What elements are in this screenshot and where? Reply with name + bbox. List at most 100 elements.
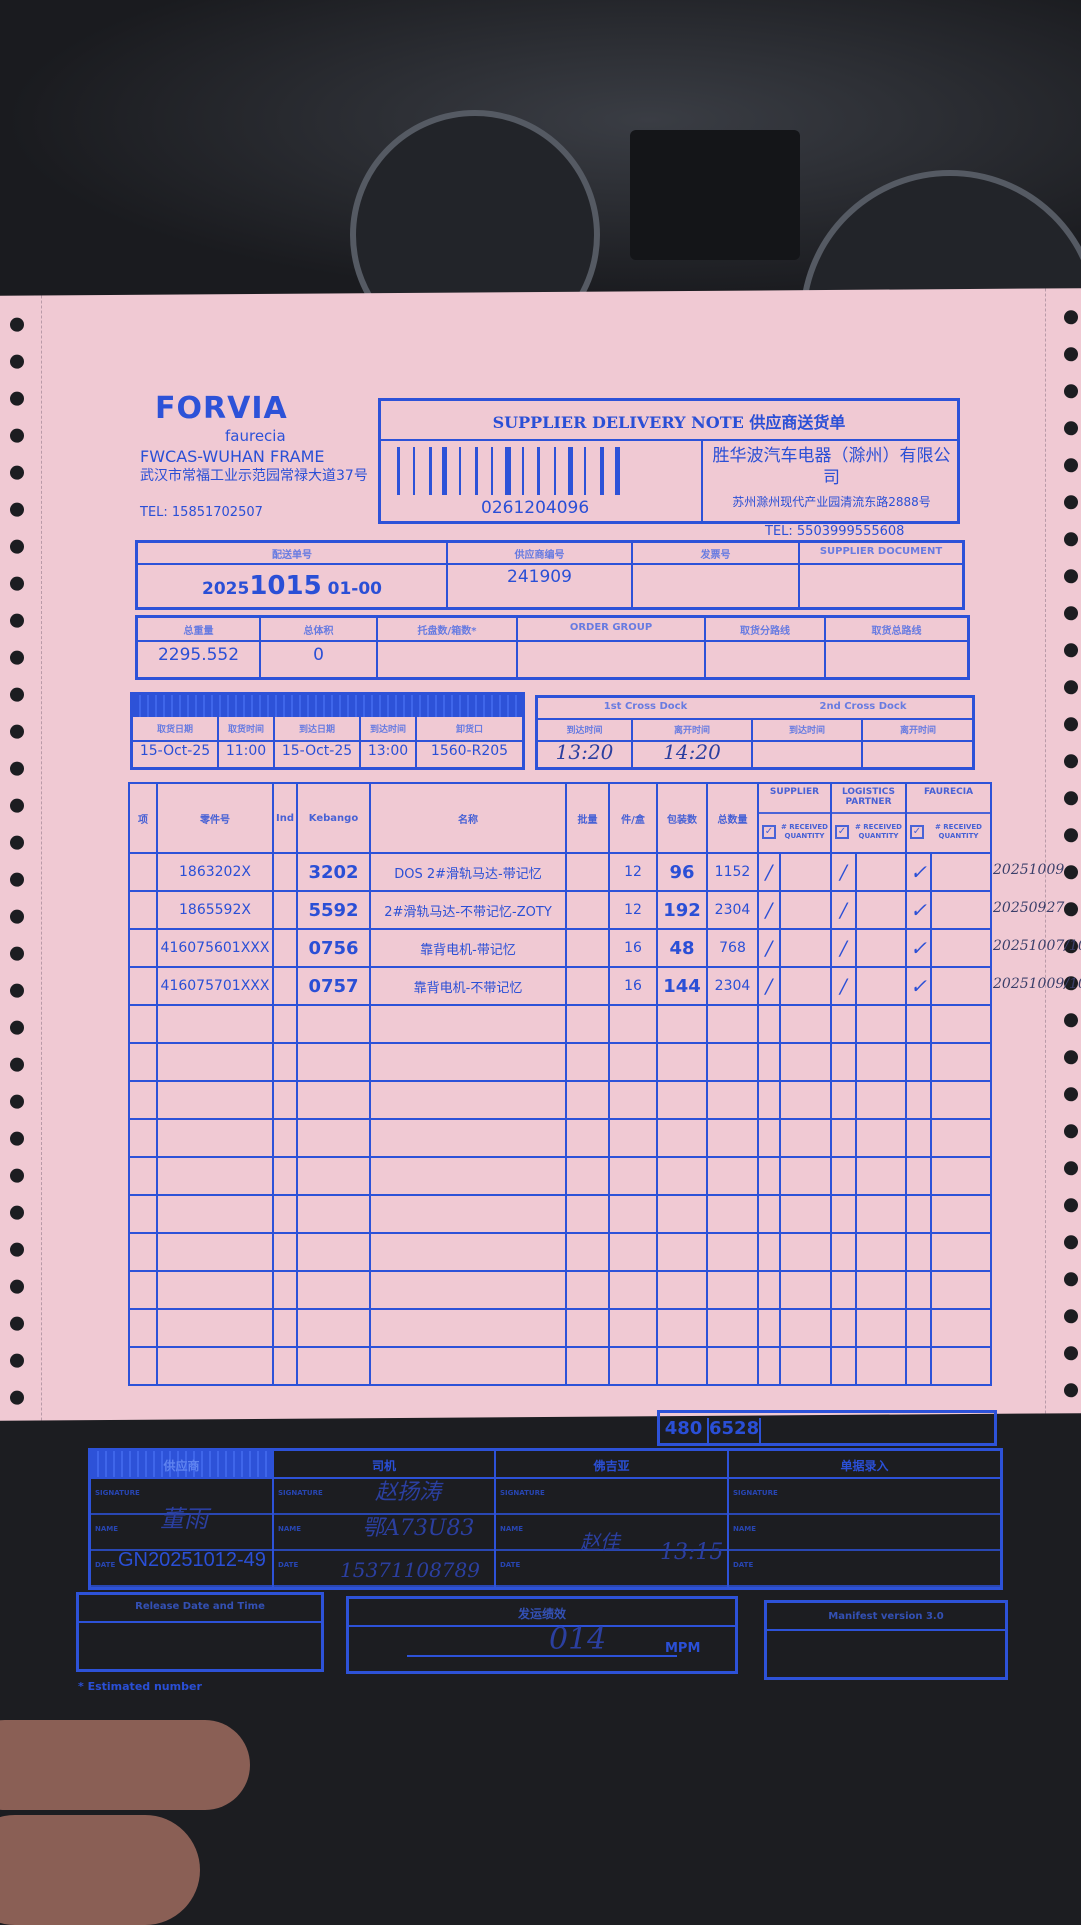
empty-cell	[706, 1042, 759, 1082]
driver-phone-handwritten: 15371108789	[340, 1558, 480, 1582]
site-address: 武汉市常福工业示范园常禄大道37号	[140, 468, 368, 484]
empty-table-row	[128, 1232, 992, 1272]
manifest-box: Manifest version 3.0	[764, 1600, 1008, 1680]
received-quantity-cell[interactable]	[855, 890, 907, 930]
received-quantity-cell[interactable]	[855, 966, 907, 1006]
barcode-bar	[584, 447, 586, 495]
cell-name: 2#滑轨马达-不带记忆-ZOTY	[369, 890, 567, 930]
perforation-hole	[10, 1020, 24, 1035]
forvia-logo: FORVIA	[155, 391, 288, 426]
signature-section: 佛吉亚 SIGNATURE NAME DATE	[496, 1451, 729, 1587]
perforation-hole	[10, 724, 24, 739]
perforation-hole	[1064, 1013, 1078, 1028]
perforation-hole	[10, 1131, 24, 1146]
empty-cell	[779, 1080, 832, 1120]
check-mark-cell[interactable]: /	[757, 928, 781, 968]
empty-cell	[706, 1346, 759, 1386]
barcode-bar	[475, 447, 478, 495]
empty-cell	[156, 1270, 274, 1310]
check-mark-cell[interactable]: /	[757, 966, 781, 1006]
delivery-number-label: 配送单号	[272, 550, 312, 561]
empty-cell	[830, 1194, 857, 1234]
signature-field-label: NAME	[729, 1515, 1000, 1551]
perforation-hole	[10, 1279, 24, 1294]
empty-cell	[369, 1118, 567, 1158]
perforation-hole	[1064, 828, 1078, 843]
received-quantity-cell[interactable]	[855, 852, 907, 892]
empty-cell	[565, 1156, 610, 1196]
empty-cell	[930, 1156, 992, 1196]
empty-cell	[156, 1232, 274, 1272]
cross-dock-time-handwritten: 14:20	[663, 740, 721, 764]
empty-cell	[369, 1080, 567, 1120]
perforation-hole	[10, 391, 24, 406]
signature-section: 单据录入 SIGNATURE NAME DATE	[729, 1451, 1000, 1587]
perforation-hole	[10, 1390, 24, 1405]
check-mark-cell[interactable]: ✓	[905, 966, 932, 1006]
empty-cell	[656, 1194, 708, 1234]
perforation-hole	[10, 1094, 24, 1109]
check-mark-cell[interactable]: /	[757, 890, 781, 930]
empty-cell	[779, 1042, 832, 1082]
barcode-bar	[522, 447, 524, 495]
empty-cell	[272, 1308, 298, 1348]
cell-perbox: 12	[608, 890, 658, 930]
empty-cell	[369, 1308, 567, 1348]
checkbox-icon[interactable]: ✓	[910, 825, 924, 839]
received-quantity-cell[interactable]	[930, 928, 992, 968]
supplier-code-value: 241909	[507, 567, 572, 587]
check-mark-cell[interactable]: ✓	[905, 852, 932, 892]
cell-lot	[565, 928, 610, 968]
received-quantity-cell[interactable]	[930, 966, 992, 1006]
perforation-hole	[1064, 1272, 1078, 1287]
empty-cell	[272, 1232, 298, 1272]
empty-cell	[608, 1232, 658, 1272]
perforation-hole	[1064, 1087, 1078, 1102]
schedule-value: 11:00	[225, 743, 267, 759]
empty-cell	[779, 1156, 832, 1196]
empty-cell	[296, 1232, 371, 1272]
signature-field-label: SIGNATURE	[274, 1479, 494, 1515]
empty-cell	[128, 1156, 158, 1196]
cell-lot	[565, 966, 610, 1006]
empty-cell	[855, 1004, 907, 1044]
empty-cell	[608, 1346, 658, 1386]
check-mark-cell[interactable]: /	[830, 852, 857, 892]
hand-finger	[0, 1815, 200, 1925]
perforation-hole	[1064, 532, 1078, 547]
empty-cell	[272, 1042, 298, 1082]
received-quantity-label: # RECEIVED QUANTITY	[780, 823, 828, 840]
empty-cell	[855, 1042, 907, 1082]
perforation-hole	[1064, 643, 1078, 658]
received-quantity-cell[interactable]	[930, 852, 992, 892]
empty-cell	[830, 1308, 857, 1348]
check-mark-cell[interactable]: ✓	[905, 890, 932, 930]
cell-name: DOS 2#滑轨马达-带记忆	[369, 852, 567, 892]
received-quantity-cell[interactable]	[779, 852, 832, 892]
checkbox-icon[interactable]: ✓	[835, 825, 849, 839]
empty-cell	[608, 1004, 658, 1044]
check-mark-cell[interactable]: /	[830, 890, 857, 930]
checkbox-icon[interactable]: ✓	[762, 825, 776, 839]
empty-cell	[656, 1232, 708, 1272]
info-value: 2295.552	[157, 645, 240, 665]
check-mark-cell[interactable]: ✓	[905, 928, 932, 968]
perforation-hole	[1064, 1050, 1078, 1065]
check-mark-cell[interactable]: /	[757, 852, 781, 892]
empty-cell	[128, 1004, 158, 1044]
received-quantity-cell[interactable]	[779, 890, 832, 930]
received-quantity-cell[interactable]	[930, 890, 992, 930]
hand-thumb	[0, 1720, 250, 1810]
empty-cell	[855, 1080, 907, 1120]
empty-cell	[296, 1042, 371, 1082]
check-mark-cell[interactable]: /	[830, 966, 857, 1006]
received-quantity-cell[interactable]	[779, 928, 832, 968]
empty-cell	[930, 1080, 992, 1120]
received-quantity-cell[interactable]	[779, 966, 832, 1006]
received-quantity-cell[interactable]	[855, 928, 907, 968]
check-mark-cell[interactable]: /	[830, 928, 857, 968]
empty-cell	[369, 1194, 567, 1234]
total-quantity: 6528	[709, 1418, 761, 1444]
supplier-date-value: GN20251012-49	[118, 1549, 266, 1571]
empty-cell	[905, 1308, 932, 1348]
